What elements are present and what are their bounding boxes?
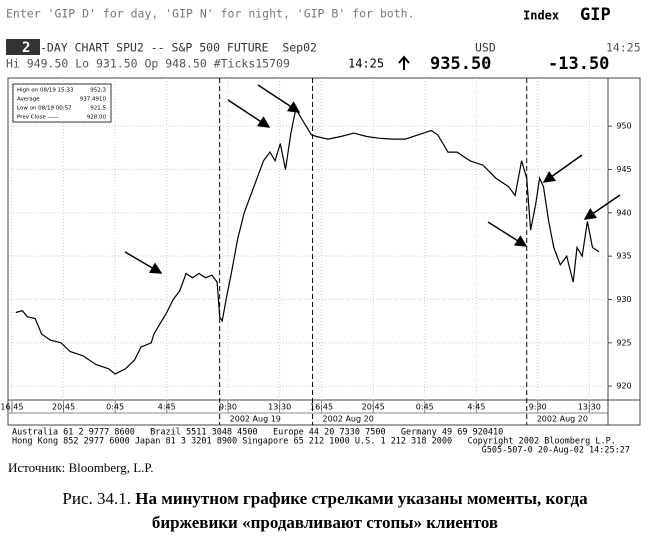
y-tick-label: 940 (616, 208, 631, 217)
arrow (227, 99, 271, 128)
chart-frame (7, 77, 641, 426)
y-tick-label: 930 (616, 295, 631, 304)
arrows (124, 84, 621, 274)
caption-line: Рис. 34.1. На минутном графике стрелками… (62, 489, 588, 508)
arrow (583, 194, 621, 220)
x-tick-label: 16:45 (0, 403, 23, 412)
legend-value: 952.3 (90, 88, 106, 94)
instructions: Enter 'GIP D' for day, 'GIP N' for night… (6, 7, 415, 21)
legend-label: Prev Close —— (17, 115, 59, 121)
x-tick-label: 4:45 (467, 403, 485, 412)
index-code: GIP (580, 5, 611, 25)
arrow (542, 154, 583, 183)
x-tick-label: 13:30 (578, 403, 601, 412)
stats: Hi 949.50 Lo 931.50 Op 948.50 #Ticks1570… (6, 57, 290, 71)
chart-title: -DAY CHART SPU2 -- S&P 500 FUTURE Sep02 (40, 41, 317, 55)
session-date: 2002 Aug 20 (323, 415, 374, 424)
footer-line: Australia 61 2 9777 8600 Brazil 5511 304… (12, 428, 503, 438)
x-tick-label: 20:45 (52, 403, 75, 412)
legend-label: Average (17, 97, 40, 103)
x-tick-label: 9:30 (529, 403, 547, 412)
source: Источник: Bloomberg, L.P. (8, 460, 153, 475)
currency: USD (475, 41, 496, 55)
x-tick-label: 20:45 (362, 403, 385, 412)
last-price: 935.50 (430, 54, 491, 74)
legend-value: 928.00 (87, 115, 107, 121)
caption-text: На минутном графике стрелками указаны мо… (135, 489, 588, 508)
legend-label: High on 08/19 15:33 (17, 88, 74, 94)
legend-value: 921.5 (90, 106, 106, 112)
x-tick-label: 0:45 (416, 403, 434, 412)
x-tick-label: 0:45 (106, 403, 124, 412)
caption-text: биржевики «продавливают стопы» клиентов (152, 513, 498, 532)
legend-box (12, 83, 112, 123)
y-tick-label: 925 (616, 338, 631, 347)
arrow (487, 221, 528, 247)
x-tick-label: 13:30 (268, 403, 291, 412)
x-tick-label: 4:45 (158, 403, 176, 412)
y-tick-label: 950 (616, 122, 631, 131)
legend-label: Low on 08/19 00:57 (17, 106, 72, 112)
x-tick-label: 16:45 (310, 403, 333, 412)
footer-code: G505-507-0 20-Aug-02 14:25:27 (482, 446, 630, 456)
price-line (15, 107, 600, 375)
up-arrow (398, 55, 410, 70)
x-tick-label: 9:30 (219, 403, 237, 412)
legend-value: 937.4910 (80, 97, 107, 103)
y-tick-label: 935 (616, 252, 631, 261)
arrow (124, 251, 163, 274)
arrow (257, 84, 301, 113)
session-date: 2002 Aug 20 (537, 415, 588, 424)
footer-line: Hong Kong 852 2977 6000 Japan 81 3 3201 … (12, 437, 616, 447)
last-time: 14:25 (348, 57, 384, 71)
session-date: 2002 Aug 19 (230, 415, 281, 424)
time: 14:25 (606, 41, 641, 55)
index-label: Index (523, 9, 559, 23)
y-tick-label: 920 (616, 382, 631, 391)
days: 2 (22, 40, 30, 56)
y-tick-label: 945 (616, 165, 631, 174)
change: -13.50 (548, 54, 609, 74)
caption-label: Рис. 34.1. (62, 489, 131, 508)
days-box (6, 39, 40, 55)
legend: High on 08/19 15:33 952.3 Average 937.4910 L… (12, 83, 112, 123)
